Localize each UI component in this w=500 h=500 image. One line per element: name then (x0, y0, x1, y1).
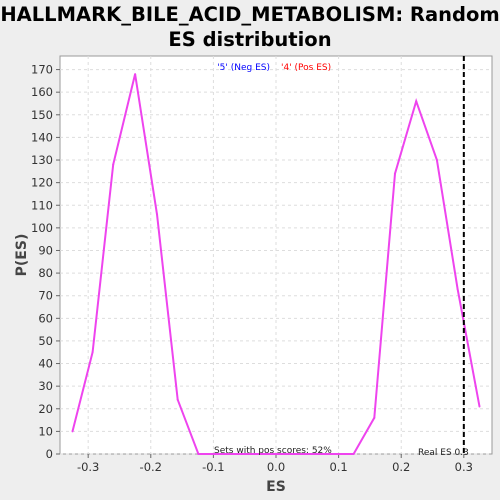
grid (60, 56, 492, 455)
y-tick-label: 70 (38, 289, 53, 303)
x-axis-title: ES (266, 479, 286, 495)
legend-neg-es: '5' (Neg ES) (217, 63, 270, 73)
data-point (134, 73, 137, 76)
y-tick-label: 10 (38, 424, 53, 438)
data-point (343, 453, 346, 455)
y-tick-label: 40 (38, 357, 53, 371)
y-tick-label: 100 (31, 221, 53, 235)
data-point (393, 172, 396, 175)
y-tick-label: 110 (31, 198, 53, 212)
y-tick-label: 120 (31, 176, 53, 190)
y-tick-label: 160 (31, 85, 53, 99)
y-tick-label: 30 (38, 379, 53, 393)
data-point (435, 159, 438, 162)
data-point (260, 453, 263, 455)
data-point (176, 398, 179, 401)
y-tick-label: 90 (38, 243, 53, 257)
real-es-annotation: Real ES 0.3 (418, 448, 469, 458)
x-tick-label: -0.2 (140, 460, 162, 474)
data-point (91, 351, 94, 354)
legend-pos-es: '4' (Pos ES) (281, 63, 331, 73)
y-tick-label: 140 (31, 130, 53, 144)
data-point (218, 453, 221, 455)
data-point (71, 430, 74, 433)
data-point (112, 163, 115, 166)
x-tick-label: -0.3 (77, 460, 99, 474)
data-point (373, 416, 376, 419)
y-tick-label: 130 (31, 153, 53, 167)
data-point (415, 100, 418, 103)
x-tick-label: 0.0 (267, 460, 285, 474)
data-point (323, 453, 326, 455)
x-tick-label: 0.1 (329, 460, 347, 474)
data-point (239, 453, 242, 455)
data-point (478, 405, 481, 408)
data-point (197, 453, 200, 455)
data-point (456, 287, 459, 290)
y-tick-label: 170 (31, 63, 53, 77)
y-tick-label: 0 (46, 447, 53, 461)
data-point (156, 213, 159, 216)
x-tick-label: 0.3 (455, 460, 473, 474)
pos-scores-annotation: Sets with pos scores: 52% (214, 446, 332, 456)
series (71, 73, 481, 455)
chart-title-line-1: HALLMARK_BILE_ACID_METABOLISM: Random (0, 3, 500, 26)
data-point (352, 453, 355, 455)
y-tick-label: 150 (31, 108, 53, 122)
y-tick-label: 80 (38, 266, 53, 280)
y-tick-label: 50 (38, 334, 53, 348)
chart-title-line-2: ES distribution (168, 28, 332, 51)
chart-title: HALLMARK_BILE_ACID_METABOLISM: Random ES… (0, 2, 500, 52)
data-point (301, 453, 304, 455)
data-point (281, 453, 284, 455)
y-axis-title: P(ES) (14, 234, 30, 277)
x-tick-label: -0.1 (202, 460, 224, 474)
axes: 0 10 20 30 40 50 60 70 80 90 100 110 120 130 140 150 160… (31, 63, 473, 474)
y-tick-label: 60 (38, 311, 53, 325)
x-tick-label: 0.2 (392, 460, 410, 474)
y-tick-label: 20 (38, 402, 53, 416)
